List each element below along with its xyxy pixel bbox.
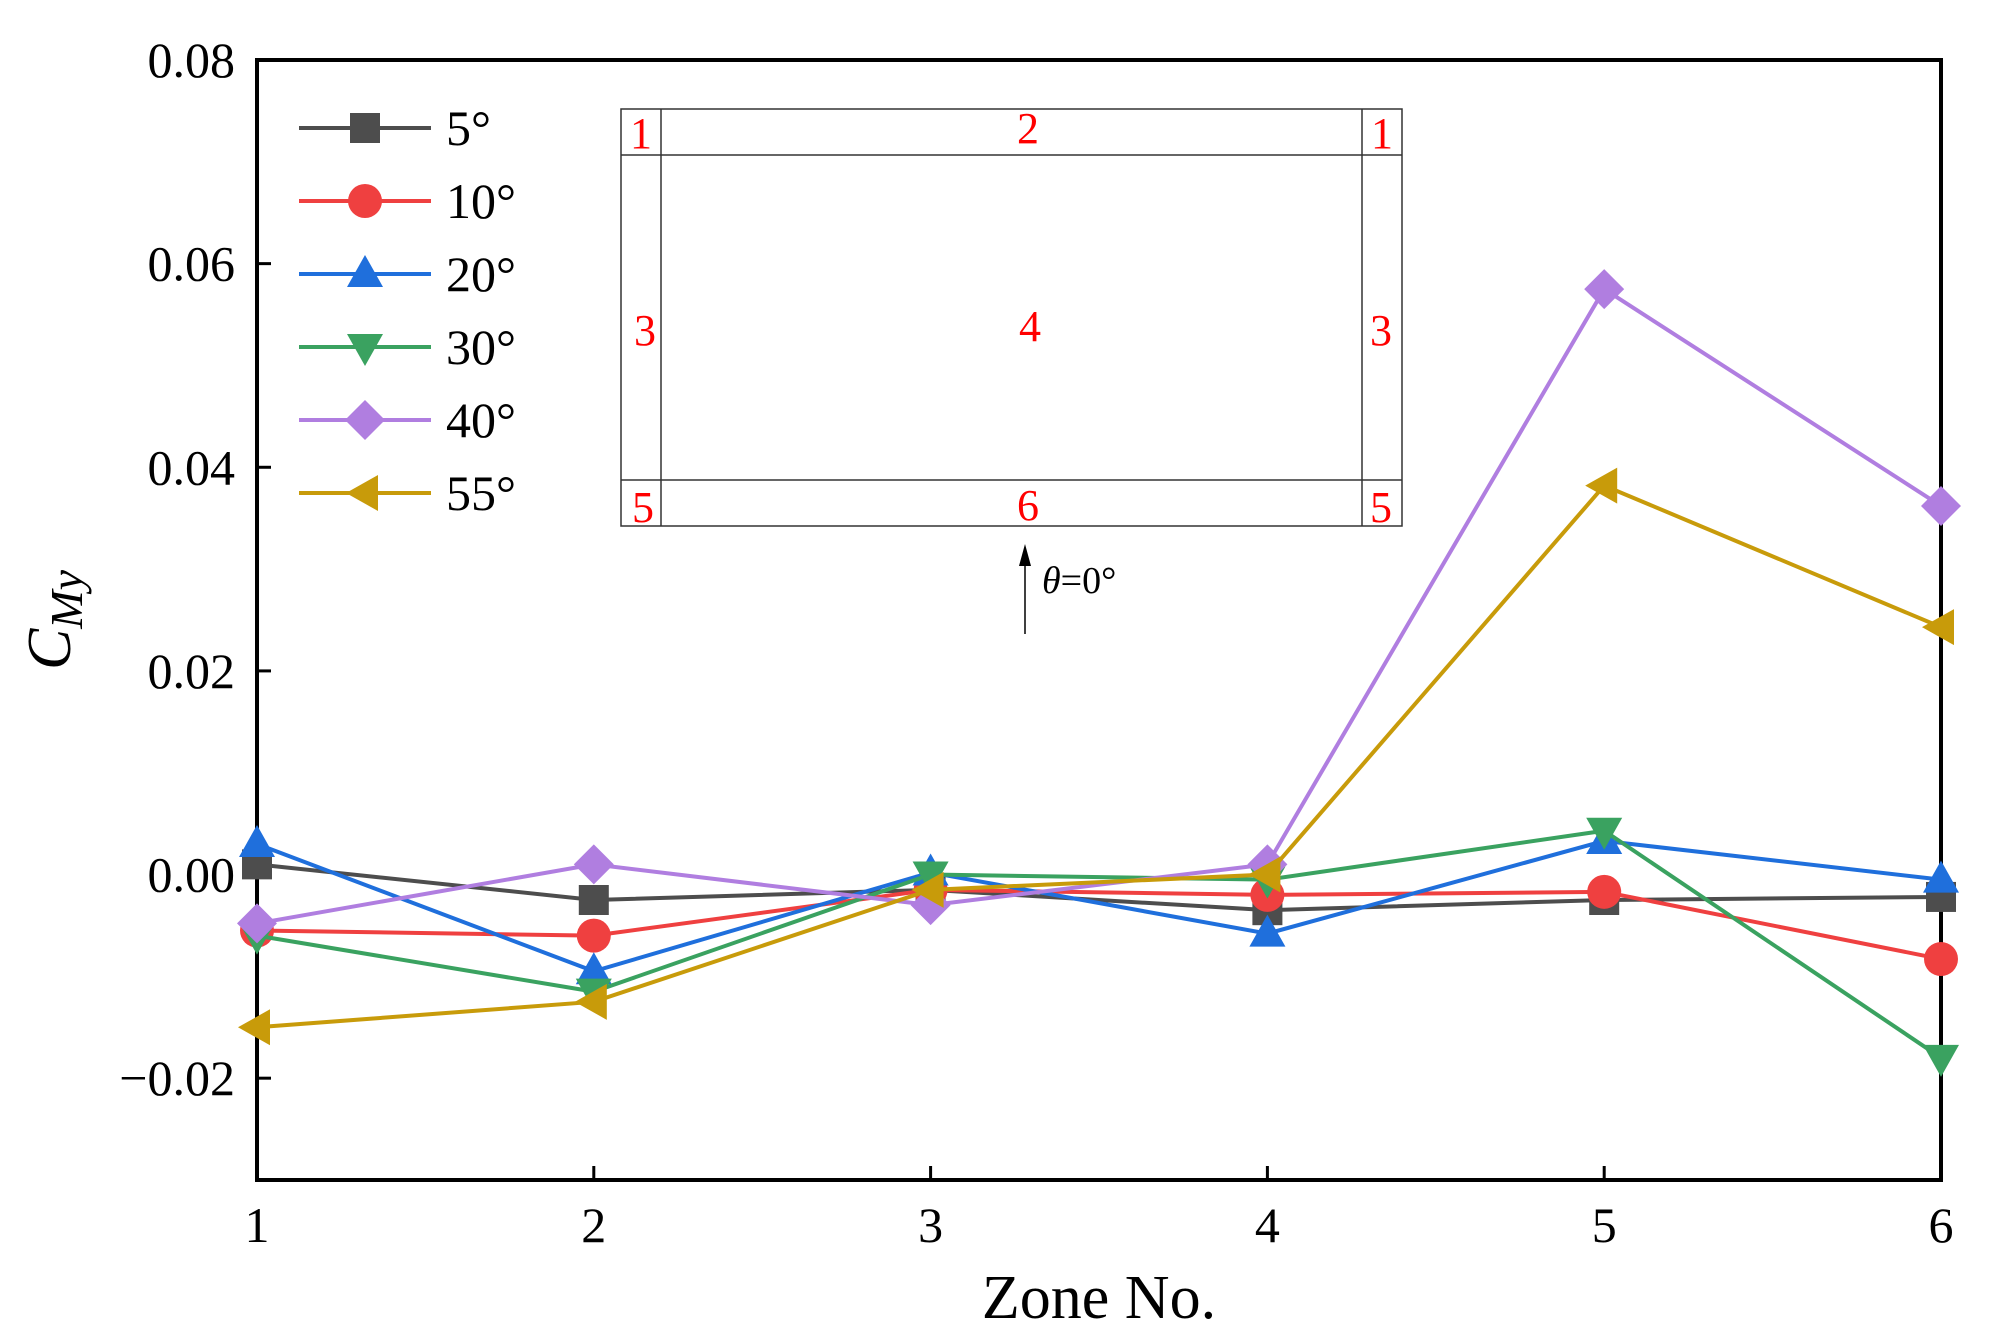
legend-5deg-label: 5°: [446, 100, 491, 156]
series-20deg-point: [1249, 914, 1286, 947]
y-tick-label: 0.08: [148, 32, 236, 88]
series-10deg-point: [1587, 874, 1622, 909]
series-10deg-line: [256, 887, 1942, 962]
inset-zone-3-left: 3: [634, 306, 656, 355]
x-tick-label: 4: [1255, 1197, 1280, 1253]
y-axis: −0.02 0.00 0.02 0.04 0.06 0.08: [119, 32, 271, 1106]
y-axis-title-sub: My: [41, 569, 92, 629]
x-axis: 1 2 3 4 5 6: [245, 1166, 1954, 1253]
series-40deg-line: [256, 286, 1943, 926]
inset-zone-3-right: 3: [1370, 306, 1392, 355]
y-tick-label: 0.02: [148, 643, 236, 699]
series-55deg-point: [1248, 856, 1281, 893]
y-tick-label: 0.00: [148, 847, 236, 903]
series-40deg-point: [573, 844, 614, 885]
series-55deg-point: [911, 871, 944, 908]
inset-zone-5-right: 5: [1370, 483, 1392, 532]
inset-zone-2: 2: [1017, 104, 1039, 153]
series-5deg-point: [578, 885, 609, 915]
series-55deg-point: [1922, 609, 1954, 646]
legend-30deg-label: 30°: [446, 319, 516, 375]
x-tick-label: 1: [245, 1197, 270, 1253]
legend-55deg-marker: [346, 475, 378, 511]
wind-direction-label: θ=0°: [1042, 560, 1116, 602]
series-40deg-point: [237, 903, 277, 944]
legend-55deg-label: 55°: [446, 465, 516, 521]
series-5deg-line: [256, 862, 1942, 913]
y-tick-label: −0.02: [119, 1050, 235, 1106]
wind-theta-symbol: θ: [1042, 560, 1061, 602]
legend-20deg-marker: [347, 255, 383, 287]
series-55deg-point: [238, 1009, 270, 1046]
inset-zone-6: 6: [1017, 481, 1039, 530]
x-tick-label: 5: [1592, 1197, 1617, 1253]
series-20deg-point: [239, 825, 275, 857]
series-30deg-point: [1586, 817, 1623, 850]
series-30deg-line: [256, 828, 1943, 1060]
series-20deg-point: [575, 952, 612, 985]
series-30deg-point: [1923, 1044, 1959, 1077]
inset-zone-5-left: 5: [632, 483, 654, 532]
legend-10deg-label: 10°: [446, 173, 516, 229]
legend-40deg-label: 40°: [446, 392, 516, 448]
x-axis-title: Zone No.: [982, 1264, 1216, 1332]
series-10deg-point: [1924, 942, 1958, 977]
legend-40deg-marker: [345, 400, 385, 440]
legend-20deg-label: 20°: [446, 246, 516, 302]
y-axis-title: CMy: [16, 569, 92, 670]
inset-zone-4: 4: [1019, 302, 1041, 351]
legend-30deg-marker: [347, 334, 383, 366]
series-30deg-point: [912, 861, 949, 894]
series-55deg-point: [574, 983, 607, 1020]
y-tick-label: 0.06: [148, 236, 236, 292]
inset-outer-rect: [620, 108, 1403, 527]
inset-zone-1-left: 1: [630, 109, 652, 158]
svg-text:CMy: CMy: [16, 569, 92, 670]
series-40deg-point: [1584, 269, 1625, 310]
series-20deg-point: [1923, 860, 1959, 893]
x-tick-label: 3: [918, 1197, 943, 1253]
series-layer: [237, 269, 1961, 1077]
series-20deg-line: [256, 838, 1942, 974]
series-10deg-point: [576, 918, 611, 953]
series-55deg-point: [1585, 467, 1618, 504]
legend-10deg-marker: [348, 184, 382, 218]
inset-zone-1-right: 1: [1371, 109, 1393, 158]
y-tick-label: 0.04: [148, 439, 236, 495]
series-40deg-point: [1921, 485, 1961, 526]
wind-arrow-head: [1019, 544, 1031, 566]
y-axis-title-main: C: [16, 628, 84, 670]
x-tick-label: 2: [581, 1197, 606, 1253]
legend: 5° 10° 20° 30° 40° 55°: [299, 100, 516, 521]
x-tick-label: 6: [1929, 1197, 1954, 1253]
wind-theta-value: =0°: [1061, 560, 1117, 602]
series-55deg-line: [256, 483, 1942, 1030]
legend-5deg-marker: [350, 113, 380, 143]
inset-diagram: 1 2 1 3 4 3 5 6 5 θ=0°: [620, 104, 1403, 634]
